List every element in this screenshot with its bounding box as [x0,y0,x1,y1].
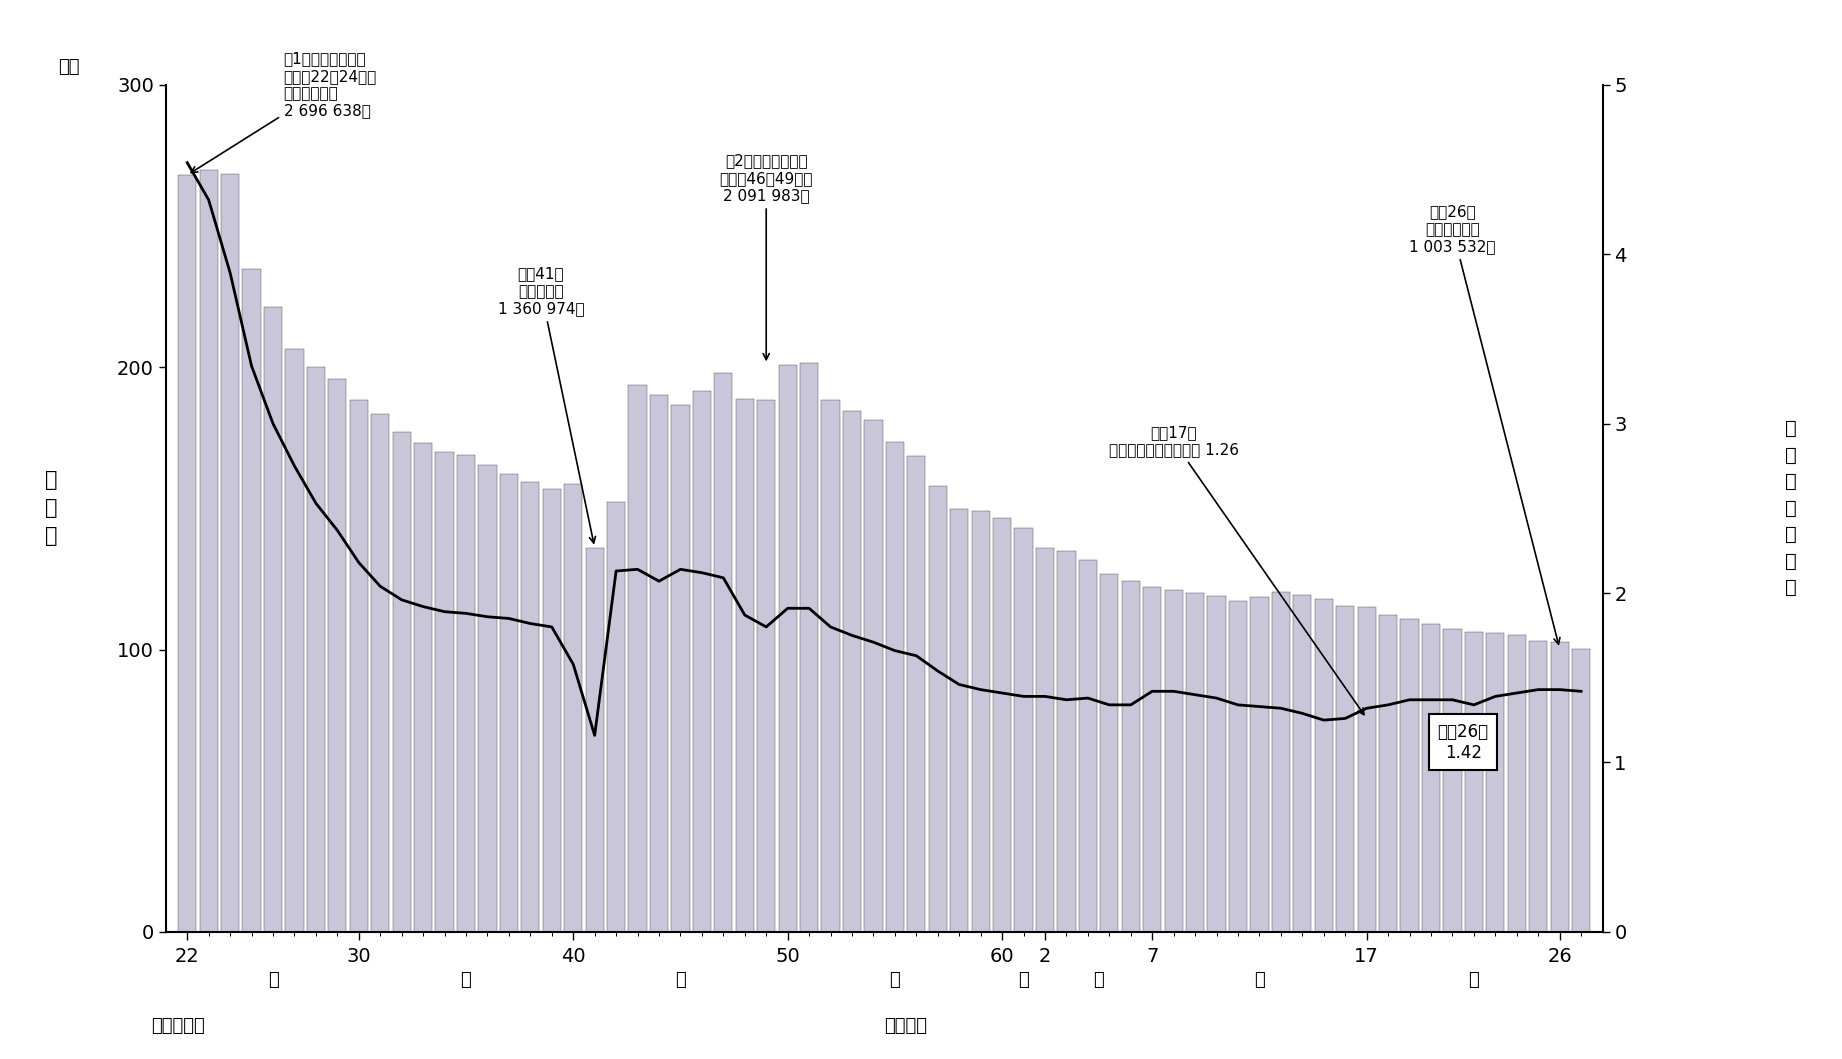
Bar [1464,632,1483,932]
Bar [1293,595,1312,932]
Bar [221,175,239,932]
Bar [1186,593,1205,932]
Bar [908,456,925,932]
Bar [457,455,475,932]
Bar [950,509,969,932]
Bar [543,488,560,932]
Text: 第1次ベビーブーム
（昭和22～24年）
最高の出生数
2 696 638人: 第1次ベビーブーム （昭和22～24年） 最高の出生数 2 696 638人 [192,52,378,173]
Bar [564,484,582,932]
Bar [1144,587,1160,932]
Text: ・: ・ [460,971,472,989]
Bar [993,518,1011,932]
Bar [1208,595,1225,932]
Bar [715,373,733,932]
Bar [822,400,840,932]
Bar [370,414,389,932]
Text: ・: ・ [1092,971,1103,989]
Bar [1164,590,1183,932]
Bar [1057,551,1076,932]
Text: ・: ・ [1254,971,1265,989]
Bar [414,444,433,932]
Bar [799,363,818,932]
Bar [757,399,775,932]
Bar [1122,581,1140,932]
Bar [1315,598,1334,932]
Bar [1271,592,1289,932]
Bar [1079,560,1098,932]
Text: 平成．年: 平成．年 [884,1017,927,1035]
Bar [586,548,604,932]
Text: ・: ・ [674,971,685,989]
Bar [435,452,453,932]
Bar [1251,596,1269,932]
Bar [1229,602,1247,932]
Bar [1529,641,1547,932]
Bar [1358,607,1376,932]
Bar [670,406,689,932]
Bar [735,399,753,932]
Bar [1422,624,1440,932]
Bar [479,465,497,932]
Bar [1100,574,1118,932]
Bar [1380,615,1398,932]
Text: 昭和41年
ひのえうま
1 360 974人: 昭和41年 ひのえうま 1 360 974人 [497,267,595,543]
Text: 平成26年
1.42: 平成26年 1.42 [1437,722,1488,761]
Bar [328,379,346,932]
Bar [1486,633,1505,932]
Bar [350,400,368,932]
Bar [928,486,947,932]
Bar [1444,629,1461,932]
Bar [521,482,540,932]
Bar [1571,649,1590,932]
Text: 第2次ベビーブーム
（昭和46～49年）
2 091 983人: 第2次ベビーブーム （昭和46～49年） 2 091 983人 [720,154,812,360]
Text: 平成17年
最低の合計特殊出生率 1.26: 平成17年 最低の合計特殊出生率 1.26 [1109,425,1365,715]
Bar [1551,642,1569,932]
Text: ・: ・ [890,971,901,989]
Bar [1335,606,1354,932]
Text: ・: ・ [267,971,278,989]
Bar [499,474,518,932]
Bar [779,364,798,932]
Bar [886,442,904,932]
Text: ・: ・ [1019,971,1030,989]
Text: ・: ・ [1468,971,1479,989]
Bar [179,175,197,932]
Bar [308,367,324,932]
Text: 出
生
数: 出 生 数 [46,470,57,546]
Bar [971,510,989,932]
Text: 合
計
特
殊
出
生
率: 合 計 特 殊 出 生 率 [1785,419,1796,597]
Bar [1400,620,1418,932]
Bar [286,349,304,932]
Text: 平成26年
最低の出生数
1 003 532人: 平成26年 最低の出生数 1 003 532人 [1409,204,1560,644]
Bar [650,395,669,932]
Bar [693,392,711,932]
Text: 万人: 万人 [57,58,79,76]
Bar [392,432,411,932]
Bar [844,411,860,932]
Bar [263,307,282,932]
Bar [864,420,882,932]
Bar [1507,635,1525,932]
Bar [628,385,647,932]
Text: 昭和．．年: 昭和．．年 [151,1017,204,1035]
Bar [1035,549,1054,932]
Bar [608,502,624,932]
Bar [1015,527,1033,932]
Bar [199,170,217,932]
Bar [243,269,262,932]
